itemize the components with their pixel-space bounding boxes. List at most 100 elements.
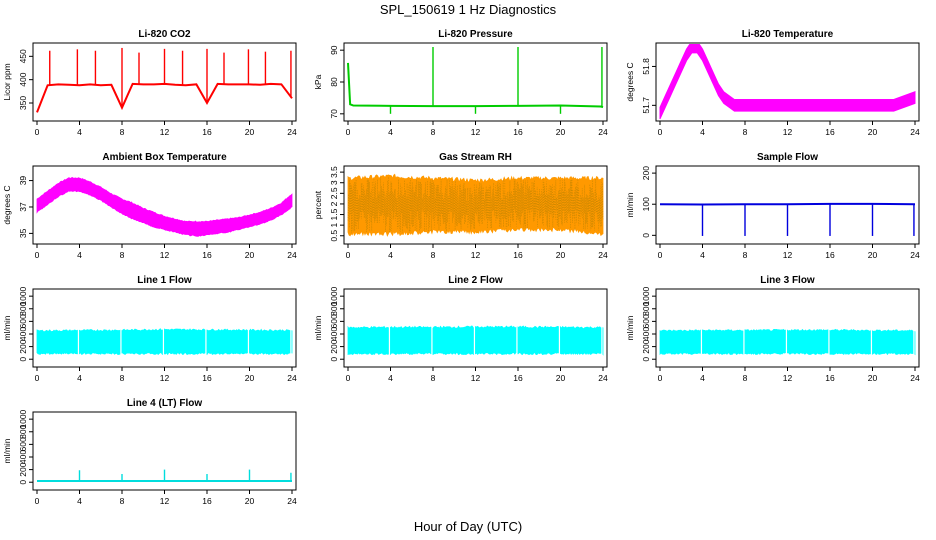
x-tick-label: 4	[388, 250, 393, 260]
y-tick-label: 70	[329, 109, 339, 119]
x-tick-label: 20	[868, 373, 878, 383]
x-tick-label: 12	[783, 250, 793, 260]
y-tick-label: 400	[641, 327, 651, 341]
x-tick-label: 4	[700, 127, 705, 137]
x-tick-label: 8	[120, 127, 125, 137]
x-tick-label: 24	[287, 373, 297, 383]
y-tick-label: 200	[329, 339, 339, 353]
x-tick-label: 16	[202, 127, 212, 137]
panel-title: Sample Flow	[757, 152, 818, 163]
figure-xlabel: Hour of Day (UTC)	[414, 519, 522, 534]
y-tick-label: 200	[641, 339, 651, 353]
y-tick-label: 1000	[641, 286, 651, 305]
x-tick-label: 12	[471, 250, 481, 260]
x-tick-label: 0	[658, 127, 663, 137]
panel-title: Line 4 (LT) Flow	[127, 398, 203, 409]
x-tick-label: 12	[160, 373, 170, 383]
y-tick-label: 800	[18, 301, 28, 315]
y-tick-label: 0	[329, 357, 339, 362]
x-tick-label: 24	[910, 127, 920, 137]
y-tick-label: 200	[18, 462, 28, 476]
y-tick-label: 51.8	[641, 58, 651, 75]
x-tick-label: 4	[388, 127, 393, 137]
series-band	[347, 325, 604, 356]
y-tick-label: 3.5	[329, 166, 339, 178]
x-tick-label: 16	[202, 250, 212, 260]
y-tick-label: 1000	[18, 286, 28, 305]
plot-box	[655, 288, 920, 368]
x-tick-label: 20	[556, 250, 566, 260]
data-layer	[347, 47, 604, 114]
x-tick-label: 24	[910, 250, 920, 260]
y-tick-label: 200	[18, 339, 28, 353]
x-tick-label: 20	[868, 127, 878, 137]
series-band	[659, 44, 916, 120]
x-tick-label: 8	[120, 496, 125, 506]
y-axis-label: Licor ppm	[2, 63, 12, 100]
x-tick-label: 8	[120, 373, 125, 383]
x-tick-label: 4	[77, 373, 82, 383]
x-tick-label: 16	[825, 373, 835, 383]
y-tick-label: 400	[329, 327, 339, 341]
panel-4: Gas Stream RH percent 0 4 8 12 16 20 24 0.5 1 1.5 2 2…	[313, 152, 608, 260]
y-tick-label: 1000	[18, 409, 28, 428]
x-tick-label: 4	[700, 250, 705, 260]
y-tick-label: 400	[18, 72, 28, 86]
y-tick-label: 3	[329, 180, 339, 185]
y-tick-label: 2.5	[329, 187, 339, 199]
x-tick-label: 20	[245, 127, 255, 137]
y-tick-label: 39	[18, 176, 28, 186]
y-tick-label: 37	[18, 202, 28, 212]
panel-9: Line 4 (LT) Flow ml/min 0 4 8 12 16 20 24 0 200400…	[2, 398, 297, 506]
x-tick-label: 24	[598, 373, 608, 383]
x-tick-label: 8	[743, 127, 748, 137]
x-tick-label: 4	[388, 373, 393, 383]
x-tick-label: 4	[77, 496, 82, 506]
data-layer	[36, 47, 293, 113]
y-tick-label: 600	[18, 437, 28, 451]
x-tick-label: 20	[245, 373, 255, 383]
y-tick-label: 600	[18, 314, 28, 328]
y-tick-label: 35	[18, 228, 28, 238]
series-band	[36, 176, 293, 237]
x-tick-label: 8	[743, 250, 748, 260]
data-layer	[659, 44, 916, 120]
series-line	[36, 82, 293, 113]
x-tick-label: 20	[245, 250, 255, 260]
plot-box	[32, 288, 297, 368]
data-layer	[347, 173, 604, 237]
y-tick-label: 2	[329, 201, 339, 206]
y-tick-label: 800	[329, 301, 339, 315]
series-band	[659, 328, 916, 356]
x-tick-label: 8	[743, 373, 748, 383]
x-tick-label: 16	[825, 127, 835, 137]
x-tick-label: 4	[77, 250, 82, 260]
y-axis-label: ml/min	[313, 315, 323, 340]
y-tick-label: 450	[18, 49, 28, 63]
y-tick-label: 1000	[329, 286, 339, 305]
panel-2: Li-820 Temperature degrees C 0 4 8 12 16 20 24 51…	[625, 29, 920, 137]
x-tick-label: 12	[160, 250, 170, 260]
y-tick-label: 400	[18, 327, 28, 341]
x-tick-label: 24	[287, 496, 297, 506]
x-tick-label: 12	[160, 127, 170, 137]
y-tick-label: 0	[641, 357, 651, 362]
y-tick-label: 1	[329, 223, 339, 228]
x-tick-label: 0	[35, 127, 40, 137]
y-tick-label: 0	[18, 357, 28, 362]
y-tick-label: 200	[641, 166, 651, 180]
figure-title: SPL_150619 1 Hz Diagnostics	[380, 2, 557, 17]
data-layer	[36, 293, 293, 363]
y-axis-label: kPa	[313, 74, 323, 89]
x-tick-label: 4	[77, 127, 82, 137]
panel-5: Sample Flow ml/min 0 4 8 12 16 20 24 0 100 200	[625, 152, 920, 260]
x-tick-label: 16	[513, 373, 523, 383]
y-tick-label: 1.5	[329, 208, 339, 220]
x-tick-label: 20	[556, 127, 566, 137]
x-tick-label: 24	[598, 127, 608, 137]
y-tick-label: 350	[18, 96, 28, 110]
panel-title: Gas Stream RH	[439, 152, 512, 163]
x-tick-label: 16	[825, 250, 835, 260]
y-tick-label: 600	[329, 314, 339, 328]
